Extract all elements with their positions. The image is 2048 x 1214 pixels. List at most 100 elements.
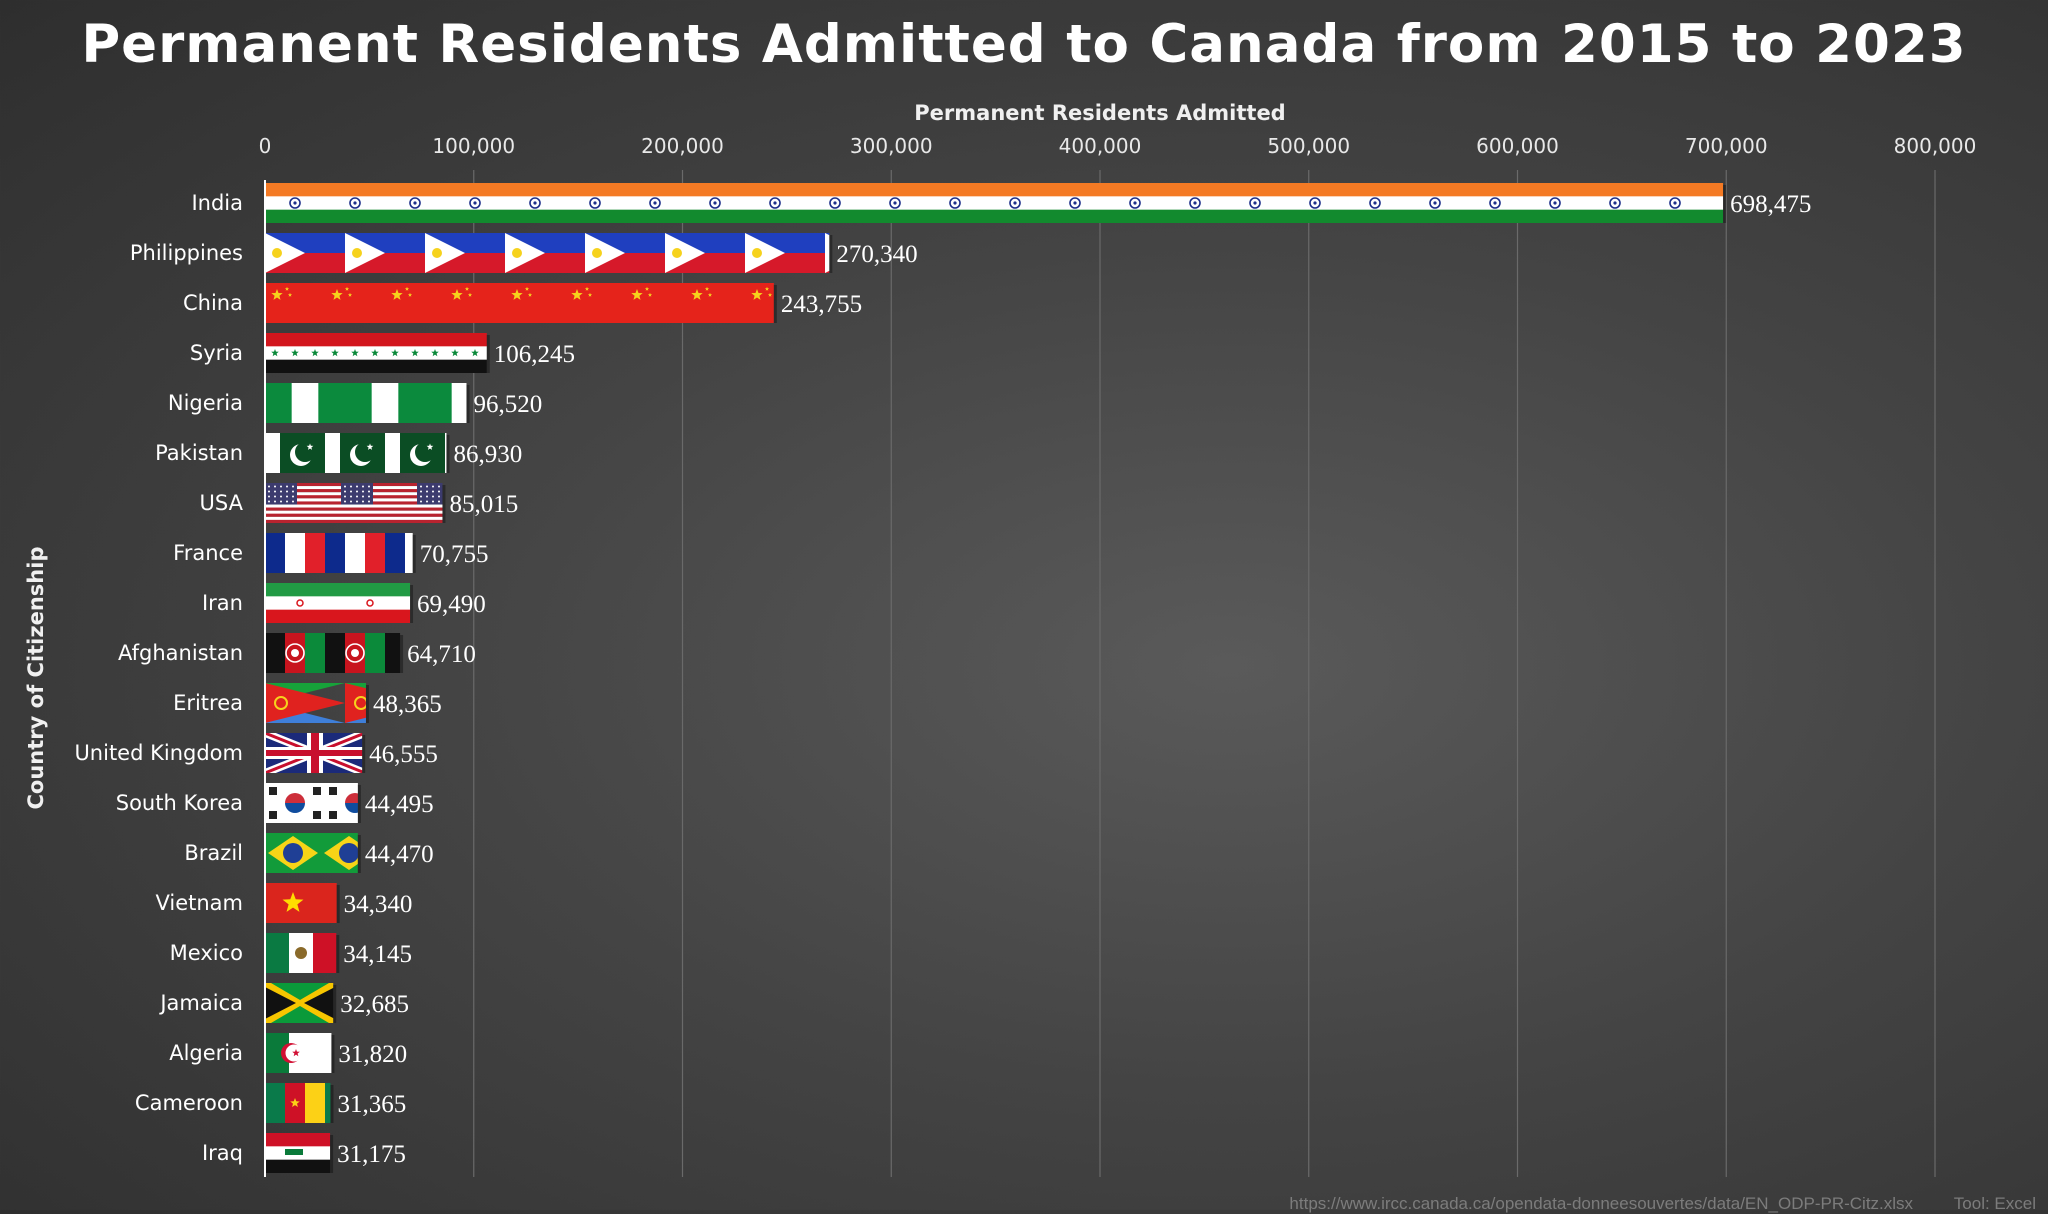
value-label: 46,555 — [369, 741, 438, 768]
value-label: 34,340 — [344, 891, 413, 918]
bar — [265, 883, 337, 923]
bar — [265, 1133, 331, 1173]
category-label: Cameroon — [135, 1091, 243, 1115]
bar — [265, 483, 443, 523]
value-label: 698,475 — [1730, 191, 1811, 218]
bar — [265, 433, 447, 473]
category-label: France — [173, 541, 243, 565]
bar-shadow — [330, 1135, 334, 1173]
bar-brazil — [265, 833, 361, 873]
category-label: United Kingdom — [74, 741, 243, 765]
bar-shadow — [357, 785, 361, 823]
bar-eritrea — [265, 683, 369, 723]
bar-syria — [265, 333, 490, 373]
bar-shadow — [410, 585, 414, 623]
bar-jamaica — [265, 983, 337, 1023]
x-tick-labels: 0 100,000 200,000 300,000 400,000 500,000 600,… — [259, 134, 1977, 158]
value-labels: 698,475 270,340 243,755 106,245 96,520 86,930… — [337, 191, 1811, 1168]
bar — [265, 233, 830, 273]
bar — [265, 383, 467, 423]
bar-france — [265, 533, 416, 573]
bar-shadow — [331, 1035, 335, 1073]
category-label: India — [191, 191, 243, 215]
bar-china — [265, 283, 777, 323]
x-tick-label: 800,000 — [1894, 134, 1977, 158]
bar-iraq — [265, 1133, 334, 1173]
bar-shadow — [412, 535, 416, 573]
footer: https://www.ircc.canada.ca/opendata-donn… — [1289, 1194, 2036, 1214]
bar-vietnam — [265, 883, 340, 923]
bar — [265, 933, 337, 973]
value-label: 48,365 — [373, 691, 442, 718]
x-tick-label: 400,000 — [1059, 134, 1142, 158]
bar — [265, 783, 358, 823]
category-labels: India Philippines China Syria Nigeria Pakista… — [74, 191, 243, 1165]
value-label: 44,470 — [365, 841, 434, 868]
value-label: 31,175 — [337, 1141, 406, 1168]
bar-afghanistan — [265, 633, 404, 673]
category-label: South Korea — [116, 791, 243, 815]
x-tick-label: 600,000 — [1476, 134, 1559, 158]
bar — [265, 833, 358, 873]
bar-shadow — [330, 1085, 334, 1123]
bar-shadow — [336, 935, 340, 973]
bar — [265, 683, 366, 723]
category-label: Pakistan — [155, 441, 243, 465]
category-label: Philippines — [130, 241, 243, 265]
category-label: Syria — [190, 341, 243, 365]
bar-south-korea — [265, 783, 361, 823]
bar — [265, 733, 363, 773]
bar-shadow — [357, 835, 361, 873]
value-label: 34,145 — [343, 941, 412, 968]
chart-title: Permanent Residents Admitted to Canada f… — [81, 14, 1967, 75]
bar-pakistan — [265, 433, 450, 473]
category-label: USA — [200, 491, 244, 515]
bar-mexico — [265, 933, 340, 973]
bar-shadow — [773, 285, 777, 323]
bar-shadow — [333, 985, 337, 1023]
bar-shadow — [442, 485, 446, 523]
value-label: 86,930 — [453, 441, 522, 468]
bar-shadow — [446, 435, 450, 473]
category-label: Afghanistan — [118, 641, 243, 665]
bar — [265, 983, 334, 1023]
value-label: 243,755 — [781, 291, 862, 318]
value-label: 96,520 — [473, 391, 542, 418]
x-tick-label: 300,000 — [850, 134, 933, 158]
value-label: 64,710 — [407, 641, 476, 668]
x-tick-label: 0 — [259, 134, 272, 158]
category-label: Iran — [202, 591, 243, 615]
bar-shadow — [829, 235, 833, 273]
bar-usa — [265, 483, 446, 523]
bar — [265, 333, 487, 373]
bar-shadow — [466, 385, 470, 423]
category-label: China — [183, 291, 243, 315]
category-label: Vietnam — [155, 891, 243, 915]
value-label: 70,755 — [420, 541, 489, 568]
bar — [265, 633, 401, 673]
x-tick-label: 500,000 — [1267, 134, 1350, 158]
category-label: Iraq — [202, 1141, 243, 1165]
bar-shadow — [400, 635, 404, 673]
bar-iran — [265, 583, 414, 623]
value-label: 69,490 — [417, 591, 486, 618]
value-label: 85,015 — [449, 491, 518, 518]
x-axis-title: Permanent Residents Admitted — [914, 101, 1286, 125]
x-tick-label: 200,000 — [641, 134, 724, 158]
bar-shadow — [365, 685, 369, 723]
bar — [265, 183, 1724, 223]
bar-shadow — [362, 735, 366, 773]
bar-india — [265, 183, 1727, 223]
bar — [265, 583, 411, 623]
bar — [265, 1083, 331, 1123]
category-label: Jamaica — [158, 991, 243, 1015]
bar-algeria — [265, 1033, 335, 1073]
category-label: Algeria — [169, 1041, 243, 1065]
bars — [265, 183, 1727, 1173]
bar-cameroon — [265, 1083, 334, 1123]
category-label: Mexico — [170, 941, 243, 965]
gridlines — [473, 170, 1936, 1177]
tool-credit: Tool: Excel — [1953, 1194, 2036, 1213]
value-label: 32,685 — [340, 991, 409, 1018]
